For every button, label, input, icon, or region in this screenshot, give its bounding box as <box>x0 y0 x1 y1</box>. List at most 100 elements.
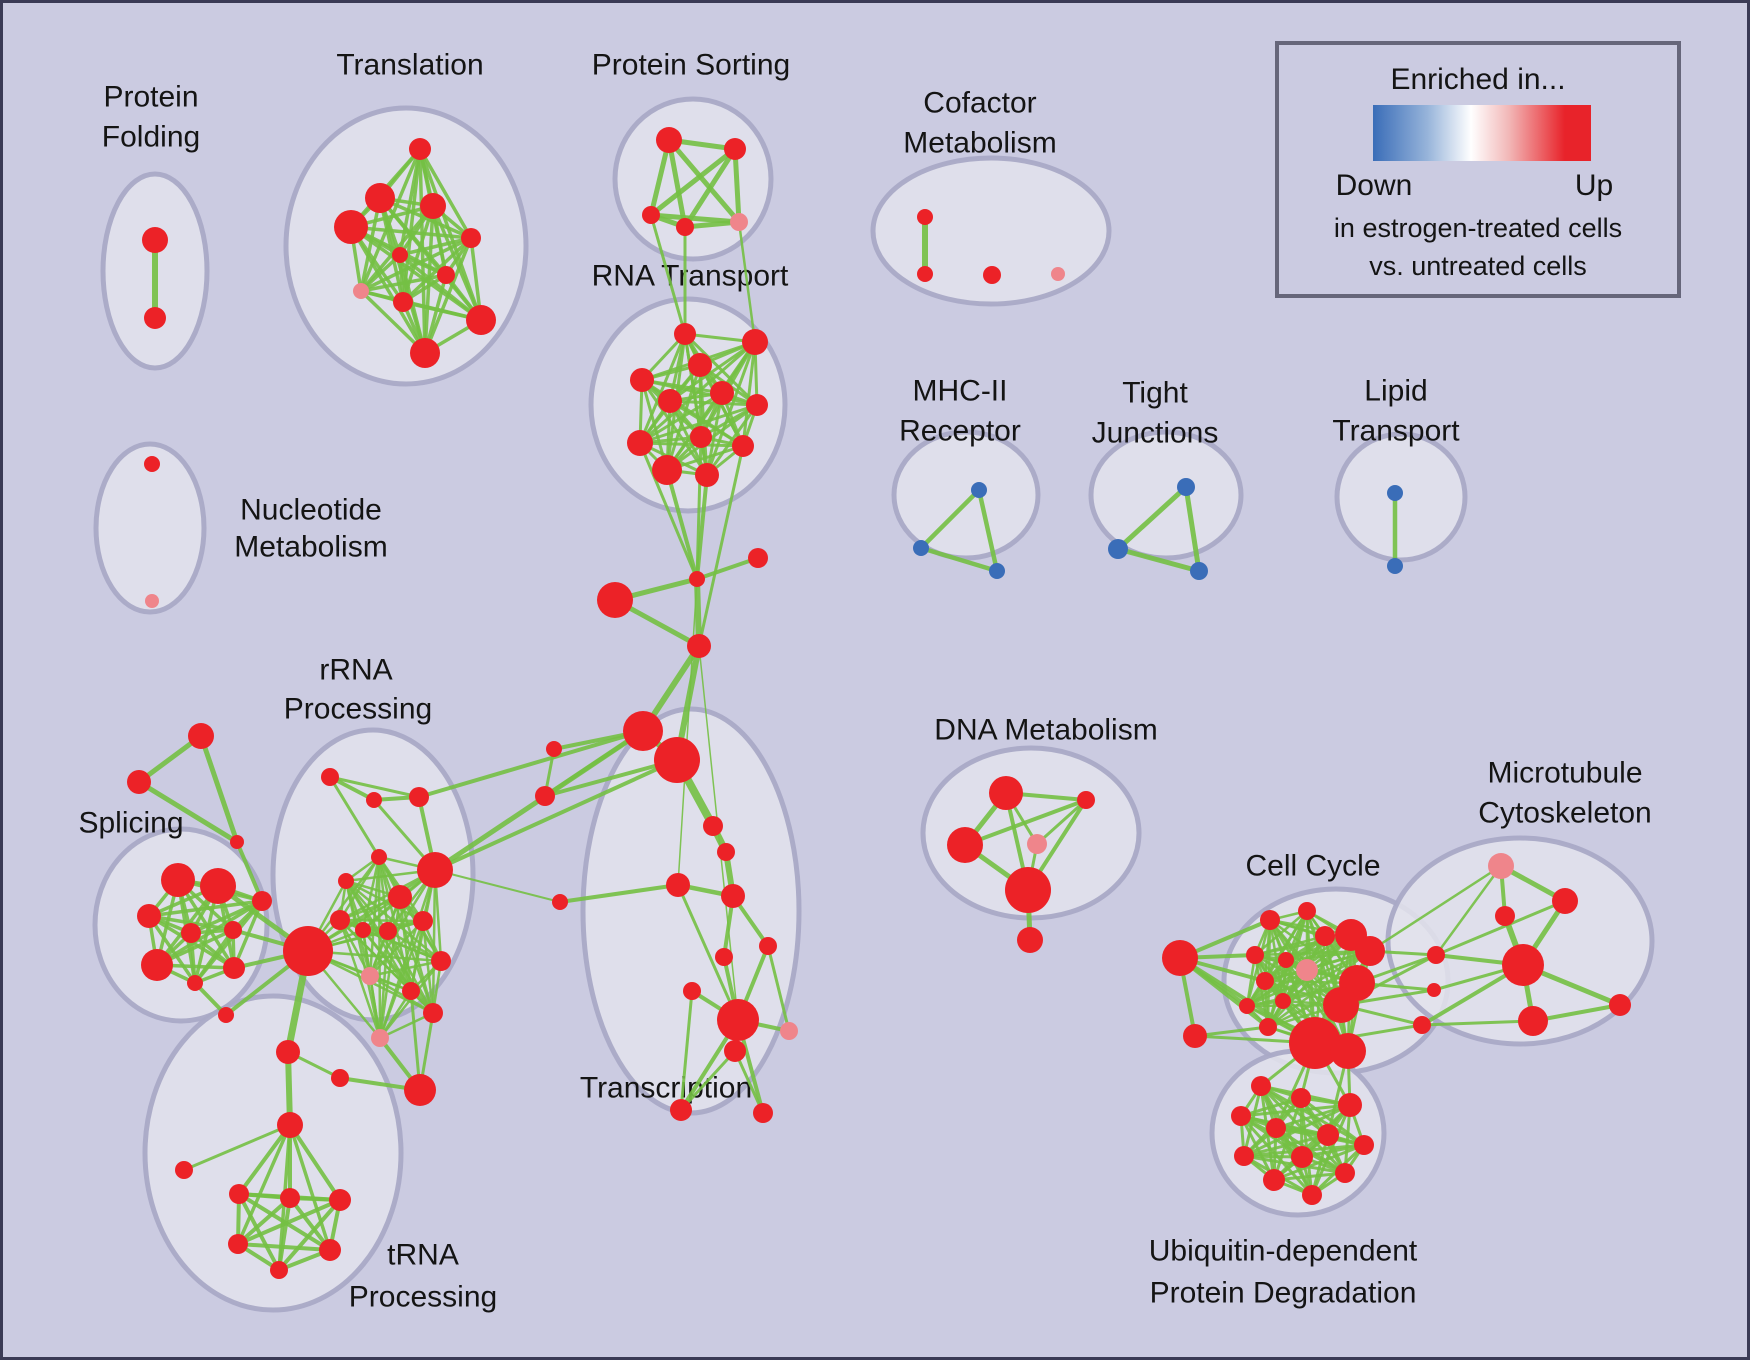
node-rr3 <box>409 787 429 807</box>
node-cc9 <box>1256 972 1274 990</box>
group-label-microtubule-cytoskeleton-1: Cytoskeleton <box>1478 797 1651 830</box>
node-cc5 <box>1355 936 1385 966</box>
edge-rt2-rt6 <box>668 340 757 403</box>
node-c2 <box>552 894 568 910</box>
legend-up-label: Up <box>1574 169 1614 202</box>
node-tr4 <box>334 210 368 244</box>
node-pf2 <box>144 307 166 329</box>
legend-subtitle-line1: in estrogen-treated cells <box>1333 213 1623 243</box>
edge-ps2-ps4 <box>682 146 738 230</box>
group-label-lipid-transport-0: Lipid <box>1364 375 1427 408</box>
node-tn1 <box>276 1040 300 1064</box>
group-label-cofactor-metabolism-1: Metabolism <box>903 127 1056 160</box>
node-rr14 <box>402 982 420 1000</box>
node-mth <box>1502 944 1544 986</box>
edge-rt2-rt12 <box>705 340 757 477</box>
group-label-translation-0: Translation <box>336 49 483 82</box>
edge-rr13-rr16 <box>368 974 382 1040</box>
group-label-tight-junctions-1: Junctions <box>1092 417 1219 450</box>
node-tr2 <box>365 183 395 213</box>
node-ccb1 <box>1289 1017 1341 1069</box>
edge-rr6-c2 <box>434 869 561 903</box>
node-tr1 <box>409 138 431 160</box>
node-tx3 <box>666 873 690 897</box>
edge-tr1-tr8 <box>359 147 422 293</box>
edge-rr12-rr13 <box>368 959 443 978</box>
group-label-mhc-ii-receptor-0: MHC-II <box>913 375 1008 408</box>
edge-rr10-rr15 <box>386 929 435 1015</box>
node-k3 <box>1413 1016 1431 1034</box>
node-ps1 <box>656 127 682 153</box>
node-tn4 <box>175 1161 193 1179</box>
node-cf2 <box>917 266 933 282</box>
node-tr5 <box>461 228 481 248</box>
node-cc7 <box>1278 952 1294 968</box>
node-k2 <box>1427 983 1441 997</box>
node-nm2 <box>145 594 159 608</box>
group-label-rrna-processing-0: rRNA <box>319 654 392 687</box>
node-mh2 <box>913 540 929 556</box>
node-ub12 <box>1302 1185 1322 1205</box>
node-dn5 <box>1005 867 1051 913</box>
edge-tnh-tn9 <box>288 1123 332 1252</box>
node-tx4 <box>721 884 745 908</box>
node-tx10 <box>670 1099 692 1121</box>
edge-rr11-rr15 <box>421 919 435 1015</box>
node-ub5 <box>1266 1118 1286 1138</box>
edge-cc2-cc6 <box>1253 909 1309 957</box>
node-tn2 <box>331 1069 349 1087</box>
node-nm1 <box>144 456 160 472</box>
node-mh1 <box>971 482 987 498</box>
node-rr11 <box>413 911 433 931</box>
edge-ub3-ub5 <box>1274 1103 1352 1130</box>
node-tx5 <box>715 948 733 966</box>
node-tx2 <box>717 843 735 861</box>
node-rr5 <box>338 873 354 889</box>
node-tj2 <box>1108 539 1128 559</box>
node-tr9 <box>393 292 413 312</box>
node-rt12 <box>695 463 719 487</box>
node-st3 <box>230 835 244 849</box>
group-label-cell-cycle-0: Cell Cycle <box>1245 850 1380 883</box>
edge-st1-st3 <box>198 733 240 845</box>
group-label-protein-folding-0: Protein <box>103 81 198 114</box>
node-h2 <box>654 737 700 783</box>
node-rr16 <box>371 1029 389 1047</box>
edge-mt1-cc5 <box>1368 864 1503 953</box>
edge-ps4-ps5 <box>682 219 742 230</box>
node-ps3 <box>642 206 660 224</box>
group-ellipse-cofactor-metabolism <box>870 155 1112 307</box>
node-ps4 <box>676 218 694 236</box>
edge-rt1-rt7 <box>683 332 759 407</box>
edge-tx9-tx10 <box>679 1049 737 1112</box>
edge-rr9-rr15 <box>361 928 435 1015</box>
edge-rr4-rr15 <box>377 855 435 1015</box>
edge-rt7-rt9 <box>638 403 759 445</box>
group-label-cofactor-metabolism-0: Cofactor <box>923 87 1036 120</box>
node-tr8 <box>353 283 369 299</box>
edge-sp7-sp9 <box>193 899 264 985</box>
node-j1 <box>689 571 705 587</box>
node-mh3 <box>989 563 1005 579</box>
edge-tnh-tn4 <box>182 1123 292 1172</box>
edge-rt7-rt11 <box>665 403 759 472</box>
node-sp7 <box>187 975 203 991</box>
edge-rr11-rr14 <box>409 919 425 993</box>
node-sp2 <box>200 868 236 904</box>
group-label-transcription-0: Transcription <box>580 1072 752 1105</box>
node-sp3 <box>137 904 161 928</box>
node-tn5 <box>229 1184 249 1204</box>
node-rr6 <box>417 852 453 888</box>
edge-tn5-tn10 <box>237 1192 281 1272</box>
node-cc2 <box>1298 902 1316 920</box>
node-rt3 <box>688 353 712 377</box>
group-label-tight-junctions-0: Tight <box>1122 377 1188 410</box>
node-tx6 <box>759 937 777 955</box>
node-tr3 <box>420 193 446 219</box>
edge-tr7-tr8 <box>359 273 448 293</box>
edge-tr6-tr8 <box>359 253 402 293</box>
edge-rr11-rr16 <box>378 919 425 1040</box>
node-ps5 <box>730 213 748 231</box>
edge-tx9-tx11 <box>733 1049 765 1115</box>
